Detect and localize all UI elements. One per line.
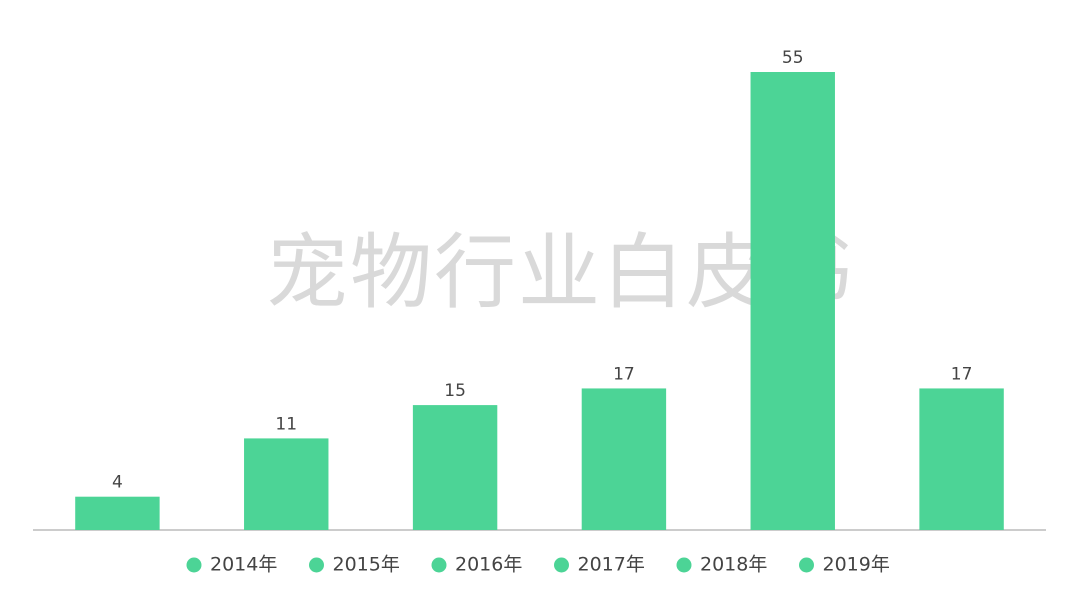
value-label: 17: [951, 364, 973, 384]
legend-marker: [676, 557, 692, 573]
value-label: 17: [613, 364, 635, 384]
legend-label: 2017年: [578, 554, 645, 576]
value-label: 11: [275, 414, 297, 434]
legend-marker: [431, 557, 447, 573]
legend-label: 2018年: [700, 554, 767, 576]
legend-label: 2016年: [455, 554, 522, 576]
legend-marker: [799, 557, 814, 573]
legend-label: 2014年: [210, 554, 277, 576]
value-label: 55: [782, 48, 804, 68]
legend-marker: [554, 557, 569, 573]
bar: [581, 388, 667, 530]
bar: [244, 438, 329, 530]
legend-label: 2019年: [823, 554, 890, 576]
bar: [919, 388, 1004, 530]
legend-marker: [186, 557, 202, 573]
value-label: 4: [112, 473, 123, 493]
legend-label: 2015年: [333, 554, 400, 576]
legend-marker: [309, 557, 324, 573]
bar: [750, 72, 835, 530]
bar: [75, 496, 160, 530]
value-label: 15: [444, 381, 466, 401]
bar: [412, 405, 498, 530]
